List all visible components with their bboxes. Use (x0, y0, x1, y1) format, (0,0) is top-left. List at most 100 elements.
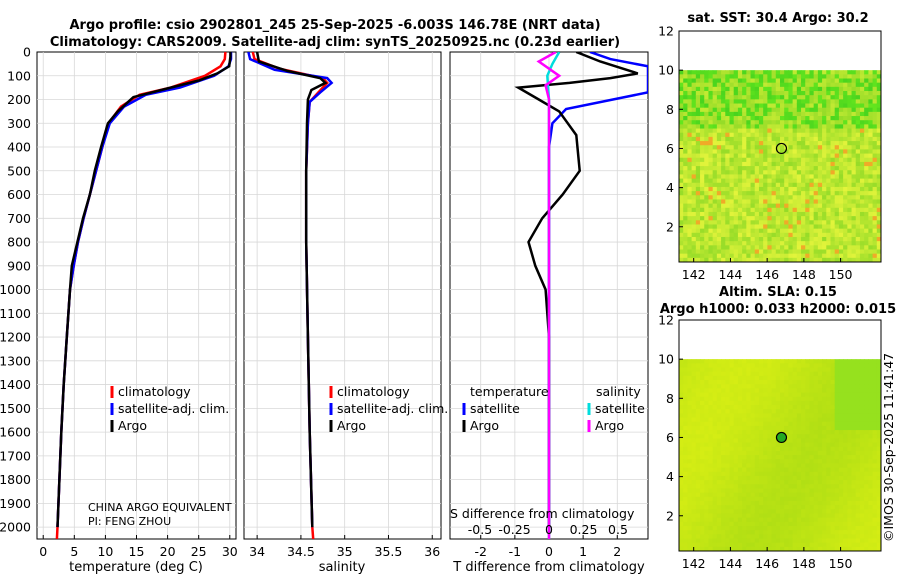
map-cell (712, 513, 718, 519)
map-cell (733, 141, 739, 146)
map-cell (695, 82, 701, 88)
map-cell (679, 95, 684, 100)
map-cell (683, 128, 688, 134)
map-cell (876, 455, 882, 460)
map-cell (847, 182, 853, 188)
map-cell (729, 141, 735, 146)
map-cell (775, 363, 781, 368)
map-cell (788, 107, 794, 113)
map-cell (691, 471, 697, 477)
map-cell (809, 228, 815, 234)
map-cell (876, 70, 882, 75)
map-cell (754, 74, 760, 79)
map-cell (737, 434, 743, 439)
map-cell (872, 103, 878, 109)
map-cell (763, 203, 768, 209)
map-cell (733, 91, 739, 96)
map-cell (872, 488, 878, 494)
map-cell (872, 166, 878, 171)
map-cell (843, 86, 848, 92)
map-cell (737, 141, 743, 146)
map-cell (721, 220, 726, 225)
map-cell (822, 375, 827, 381)
map-cell (801, 249, 806, 255)
map-cell (859, 413, 865, 419)
map-cell (763, 363, 768, 368)
map-cell (695, 363, 701, 368)
map-cell (729, 363, 735, 368)
map-cell (737, 542, 743, 548)
map-cell (872, 74, 878, 79)
map-cell (872, 534, 878, 539)
map-cell (771, 116, 777, 121)
map-cell (826, 116, 831, 121)
map-cell (809, 530, 815, 535)
map-cell (763, 95, 768, 100)
map-cell (822, 70, 827, 75)
map-cell (788, 534, 794, 539)
map-cell (704, 186, 709, 192)
map-cell (868, 124, 874, 130)
map-cell (788, 475, 794, 481)
map-cell (780, 384, 785, 389)
map-cell (737, 500, 743, 506)
map-cell (805, 161, 810, 167)
map-cell (721, 241, 726, 246)
map-cell (868, 413, 874, 419)
map-cell (754, 111, 760, 117)
map-cell (796, 245, 802, 250)
map-cell (712, 157, 718, 163)
map-cell (700, 161, 705, 167)
map-cell (817, 417, 823, 423)
map-cell (708, 475, 714, 481)
map-cell (780, 455, 785, 460)
map-cell (868, 434, 874, 439)
map-cell (691, 157, 697, 163)
map-cell (792, 380, 798, 385)
map-cell (830, 517, 836, 523)
map-cell (859, 513, 865, 519)
map-cell (780, 174, 785, 180)
map-cell (847, 384, 853, 389)
map-cell (754, 525, 760, 531)
map-cell (746, 484, 752, 489)
map-cell (784, 530, 789, 535)
map-cell (834, 86, 840, 92)
map-cell (780, 145, 785, 150)
map-cell (700, 538, 705, 544)
map-cell (729, 232, 735, 238)
map-cell (708, 446, 714, 452)
map-cell (775, 530, 781, 535)
map-cell (716, 413, 722, 419)
map-cell (700, 132, 705, 138)
map-cell (876, 124, 882, 130)
map-cell (834, 174, 840, 180)
map-cell (775, 195, 781, 200)
map-cell (708, 421, 714, 427)
map-cell (704, 505, 709, 510)
map-cell (826, 542, 831, 548)
map-cell (872, 400, 878, 406)
map-cell (725, 388, 730, 394)
map-cell (796, 232, 802, 238)
map-cell (754, 463, 760, 469)
map-cell (729, 438, 735, 444)
map-cell (758, 400, 764, 406)
map-cell (687, 413, 693, 419)
map-cell (859, 392, 865, 398)
map-cell (754, 149, 760, 155)
map-cell (695, 207, 701, 213)
x-tick-label: -2 (474, 544, 486, 559)
map-cell (708, 128, 714, 134)
map-cell (687, 145, 693, 150)
map-cell (708, 182, 714, 188)
map-cell (822, 203, 827, 209)
map-cell (838, 525, 844, 531)
map-cell (704, 467, 709, 473)
map-cell (737, 103, 743, 109)
map-cell (843, 530, 848, 535)
map-cell (737, 467, 743, 473)
map-cell (683, 86, 688, 92)
map-cell (742, 521, 747, 527)
map-cell (826, 103, 831, 109)
